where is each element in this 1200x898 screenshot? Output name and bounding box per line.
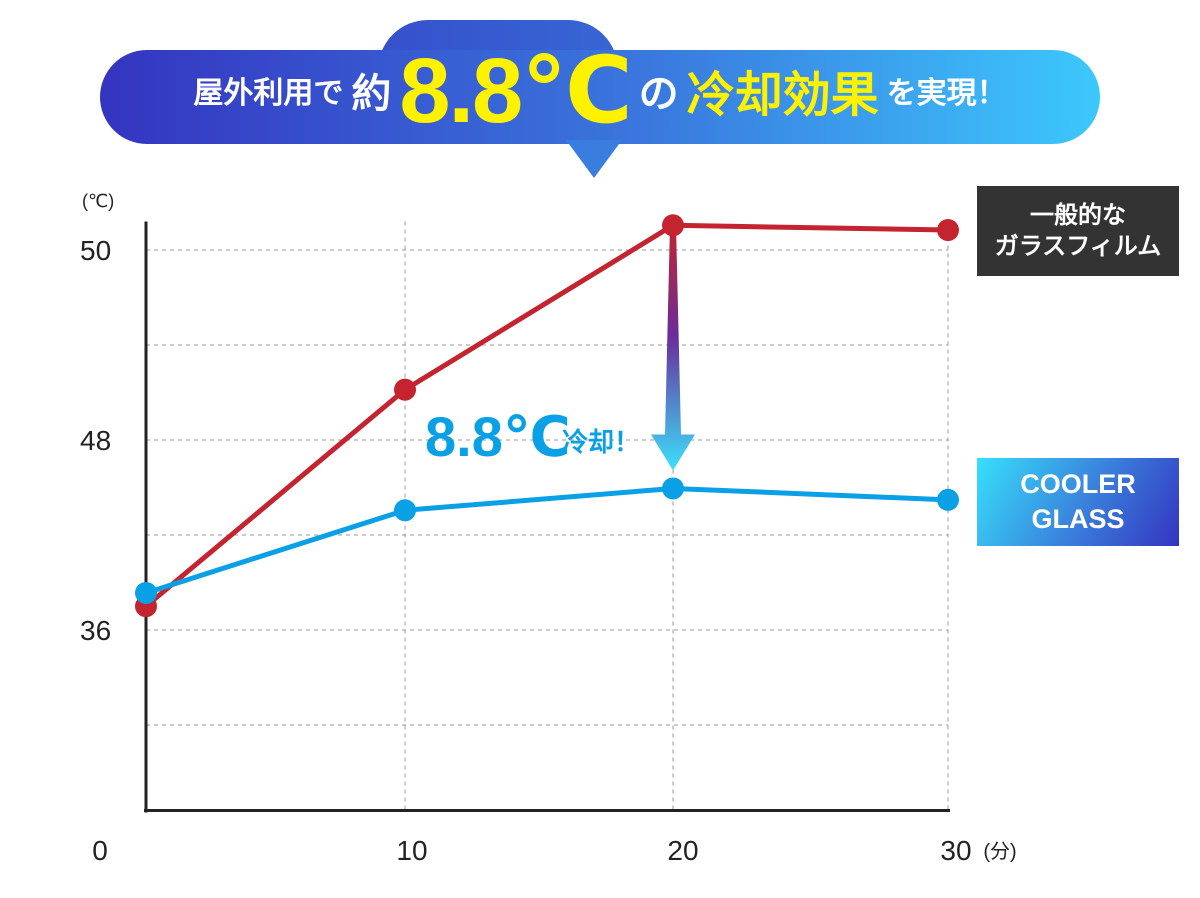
x-tick-label: 20 — [667, 835, 698, 866]
legend-label-line: 一般的な — [1030, 201, 1126, 229]
data-point-0 — [937, 219, 959, 242]
headline-part1: 屋外利用で — [193, 77, 344, 110]
y-tick-label: 36 — [80, 615, 111, 646]
x-axis-unit: (分) — [983, 840, 1016, 863]
data-point-1 — [937, 488, 959, 511]
legend-cooler-glass: COOLER GLASS — [977, 458, 1179, 546]
cooling-arrow — [651, 225, 695, 471]
series-line-0 — [144, 222, 949, 609]
data-point-0 — [394, 378, 416, 401]
banner-pointer — [566, 140, 622, 178]
y-tick-label: 48 — [80, 425, 111, 456]
headline-part2: 約 — [351, 72, 392, 116]
series-line-1 — [145, 485, 949, 596]
legend-label-line: COOLER — [1020, 468, 1136, 499]
headline-part3: の — [638, 72, 679, 116]
headline: 屋外利用で 約 8.8℃ の 冷却効果 を実現！ — [100, 30, 1100, 150]
legend-general-film: 一般的な ガラスフィルム — [977, 186, 1179, 276]
y-axis-unit: (℃) — [82, 191, 114, 211]
data-point-1 — [394, 499, 416, 522]
data-point-1 — [135, 581, 157, 604]
annotation-value: 8.8℃ — [425, 405, 571, 468]
x-tick-label: 0 — [92, 835, 108, 866]
legend-label-line: GLASS — [1031, 504, 1125, 534]
data-point-1 — [662, 477, 684, 500]
data-point-0 — [662, 214, 684, 237]
x-tick-label: 10 — [396, 835, 427, 866]
headline-highlight: 冷却効果 — [686, 69, 879, 122]
y-tick-label: 50 — [80, 235, 111, 266]
x-tick-label: 30 — [940, 835, 971, 866]
headline-banner — [100, 50, 1100, 144]
legend-label-line: ガラスフィルム — [994, 233, 1162, 260]
annotation-text: 冷却！ — [562, 427, 640, 457]
headline-value: 8.8℃ — [399, 39, 632, 142]
headline-part4: を実現！ — [886, 77, 1007, 110]
